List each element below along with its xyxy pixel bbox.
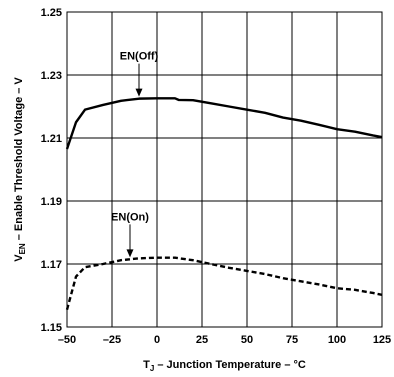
y-tick-label: 1.15 <box>41 322 62 334</box>
x-tick-label: 100 <box>328 334 346 346</box>
x-tick-label: 0 <box>154 334 160 346</box>
annotation-arrow-head <box>126 249 134 258</box>
x-axis-label-rest: – Junction Temperature – °C <box>154 359 306 371</box>
x-axis-label-main: T <box>143 359 150 371</box>
y-tick-label: 1.23 <box>41 70 62 82</box>
y-axis-label-rest: – Enable Threshold Voltage – V <box>13 77 25 244</box>
plot-frame <box>66 11 383 328</box>
annotation-label: EN(Off) <box>120 51 159 63</box>
series-line-enon <box>65 256 383 310</box>
y-axis-label-main: V <box>13 254 25 262</box>
annotation-arrow-head <box>135 88 143 97</box>
y-tick-label: 1.17 <box>41 259 62 271</box>
y-axis-label: VEN – Enable Threshold Voltage – V <box>13 77 27 262</box>
series-line-enoff <box>65 97 383 150</box>
x-tick-label: 50 <box>241 334 253 346</box>
x-axis-label: TJ – Junction Temperature – °C <box>143 359 306 373</box>
annotation-label: EN(On) <box>111 211 149 223</box>
series-layer <box>65 97 383 310</box>
y-tick-label: 1.25 <box>41 7 62 19</box>
annotations: EN(Off) EN(On) <box>111 51 159 258</box>
y-tick-label: 1.19 <box>41 196 62 208</box>
x-axis-label-sub: J <box>150 364 154 373</box>
x-tick-label: 25 <box>196 334 208 346</box>
x-tick-label: –25 <box>103 334 121 346</box>
y-axis-label-sub: EN <box>18 243 27 254</box>
x-tick-label: –50 <box>58 334 76 346</box>
grid <box>66 11 383 328</box>
tick-labels: –50 –25 0 25 50 75 100 125 1.15 1.17 1.19 1.21 1.23 1… <box>41 7 392 346</box>
x-tick-label: 125 <box>373 334 391 346</box>
y-tick-label: 1.21 <box>41 133 62 145</box>
x-tick-label: 75 <box>286 334 298 346</box>
